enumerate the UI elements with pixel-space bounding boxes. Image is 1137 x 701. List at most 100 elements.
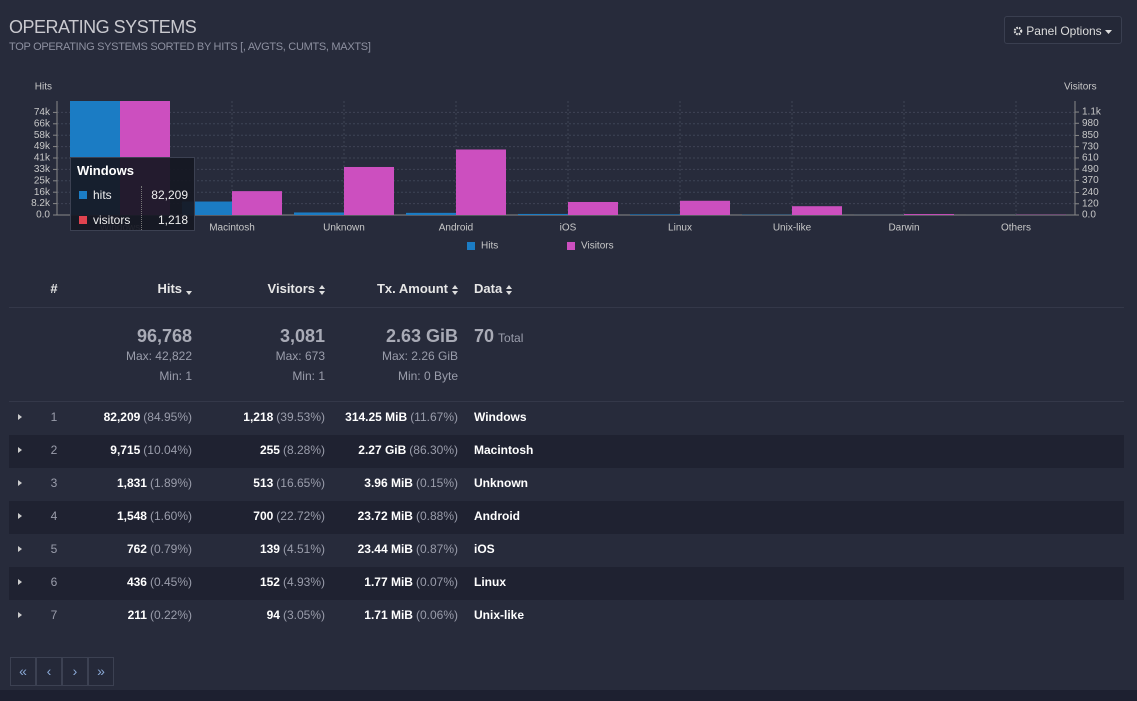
- panel-options-label: Panel Options: [1026, 24, 1102, 38]
- row-tx: 314.25 MiB (11.67%): [238, 407, 458, 427]
- table-row[interactable]: [9, 567, 1124, 600]
- row-visitors: 1,218 (39.53%): [105, 407, 325, 427]
- pagination-button[interactable]: ‹: [36, 657, 62, 686]
- tx-percent: (0.06%): [415, 608, 458, 622]
- column-header[interactable]: Hits: [0, 279, 192, 299]
- column-header-label: Visitors: [267, 281, 315, 296]
- column-header[interactable]: Visitors: [105, 279, 325, 299]
- row-data: Unknown: [474, 476, 528, 490]
- tooltip-row-label: hits: [93, 188, 112, 202]
- visitors-value: 700: [253, 509, 274, 523]
- tx-percent: (86.30%): [409, 443, 458, 457]
- row-tx: 3.96 MiB (0.15%): [238, 473, 458, 493]
- y2-axis-title: Visitors: [1064, 82, 1097, 93]
- y-tick-label: 33k: [34, 164, 51, 175]
- pagination-button[interactable]: «: [10, 657, 36, 686]
- tx-value: 314.25 MiB: [345, 410, 408, 424]
- footer-strip: [0, 690, 1137, 701]
- summary-min: Min: 1: [292, 369, 325, 383]
- row-hits: 1,831 (1.89%): [0, 473, 192, 493]
- sort-icon: [506, 284, 513, 295]
- expand-icon[interactable]: [18, 414, 22, 420]
- x-tick-label: Darwin: [888, 223, 919, 234]
- visitors-value: 255: [259, 443, 280, 457]
- y2-tick-label: 120: [1082, 198, 1099, 209]
- row-index: 4: [50, 509, 58, 523]
- row-index: 7: [50, 608, 58, 622]
- row-data: Windows: [474, 410, 527, 424]
- y-tick-label: 74k: [34, 107, 51, 118]
- hits-percent: (0.79%): [149, 542, 192, 556]
- bar: [518, 213, 568, 215]
- column-header[interactable]: Data: [474, 279, 513, 299]
- table-row[interactable]: [9, 435, 1124, 468]
- summary-min: Min: 0 Byte: [397, 369, 458, 383]
- visitors-percent: (16.65%): [276, 476, 325, 490]
- y2-tick-label: 610: [1082, 153, 1099, 164]
- panel-options-button[interactable]: Panel Options: [1004, 16, 1122, 44]
- expand-icon[interactable]: [18, 579, 22, 585]
- expand-icon[interactable]: [18, 513, 22, 519]
- y-tick-label: 49k: [34, 141, 51, 152]
- row-tx: 23.44 MiB (0.87%): [238, 539, 458, 559]
- column-header: #: [24, 279, 84, 299]
- y2-tick-label: 0.0: [1082, 210, 1096, 221]
- tx-value: 23.72 MiB: [357, 509, 413, 523]
- panel-subtitle: TOP OPERATING SYSTEMS SORTED BY HITS [, …: [9, 41, 371, 53]
- row-index: 5: [50, 542, 58, 556]
- y2-tick-label: 240: [1082, 187, 1099, 198]
- tx-percent: (0.87%): [415, 542, 458, 556]
- table-row[interactable]: [9, 501, 1124, 534]
- expand-icon[interactable]: [18, 612, 22, 618]
- tooltip-title: Windows: [77, 163, 134, 178]
- legend-swatch: [567, 242, 575, 250]
- row-hits: 436 (0.45%): [0, 572, 192, 592]
- expand-icon[interactable]: [18, 480, 22, 486]
- gear-icon: [1013, 26, 1023, 36]
- expand-icon[interactable]: [18, 546, 22, 552]
- row-index: 3: [50, 476, 58, 490]
- expand-icon[interactable]: [18, 447, 22, 453]
- column-header[interactable]: Tx. Amount: [238, 279, 458, 299]
- row-index: 2: [50, 443, 58, 457]
- row-tx: 2.27 GiB (86.30%): [238, 440, 458, 460]
- header-rule: [9, 307, 1124, 308]
- summary-max: Max: 2.26 GiB: [381, 349, 458, 363]
- tooltip: Windows hits 82,209 visitors 1,218: [70, 157, 195, 231]
- legend-label: Visitors: [581, 241, 614, 252]
- y-tick-label: 58k: [34, 130, 51, 141]
- hits-value: 9,715: [110, 443, 141, 457]
- tooltip-divider: [141, 186, 142, 230]
- bar: [456, 149, 506, 215]
- row-tx: 1.71 MiB (0.06%): [238, 605, 458, 625]
- summary-min: Min: 1: [159, 369, 192, 383]
- visitors-percent: (4.93%): [282, 575, 325, 589]
- tx-value: 1.77 MiB: [364, 575, 413, 589]
- bar: [630, 214, 680, 215]
- chart: 0.08.2k16k25k33k41k49k58k66k74k0.0120240…: [31, 82, 1102, 252]
- summary-data-label: Total: [498, 331, 524, 345]
- tx-percent: (0.07%): [415, 575, 458, 589]
- y2-tick-label: 490: [1082, 164, 1099, 175]
- pagination-button[interactable]: ›: [62, 657, 88, 686]
- row-hits: 211 (0.22%): [0, 605, 192, 625]
- x-tick-label: iOS: [560, 223, 577, 234]
- visitors-value: 1,218: [243, 410, 274, 424]
- tx-value: 1.71 MiB: [364, 608, 413, 622]
- summary-total: 3,081: [279, 326, 325, 346]
- row-tx: 23.72 MiB (0.88%): [238, 506, 458, 526]
- y-tick-label: 16k: [34, 187, 51, 198]
- column-header-label: Tx. Amount: [376, 281, 448, 296]
- y-tick-label: 0.0: [36, 210, 50, 221]
- row-visitors: 700 (22.72%): [105, 506, 325, 526]
- visitors-value: 94: [266, 608, 280, 622]
- x-tick-label: Macintosh: [209, 223, 255, 234]
- bar: [904, 214, 954, 215]
- hits-value: 82,209: [103, 410, 141, 424]
- row-hits: 1,548 (1.60%): [0, 506, 192, 526]
- pagination-button[interactable]: »: [88, 657, 114, 686]
- tx-percent: (11.67%): [410, 410, 458, 424]
- summary-data: 70 Total: [474, 326, 523, 346]
- y-tick-label: 41k: [34, 153, 51, 164]
